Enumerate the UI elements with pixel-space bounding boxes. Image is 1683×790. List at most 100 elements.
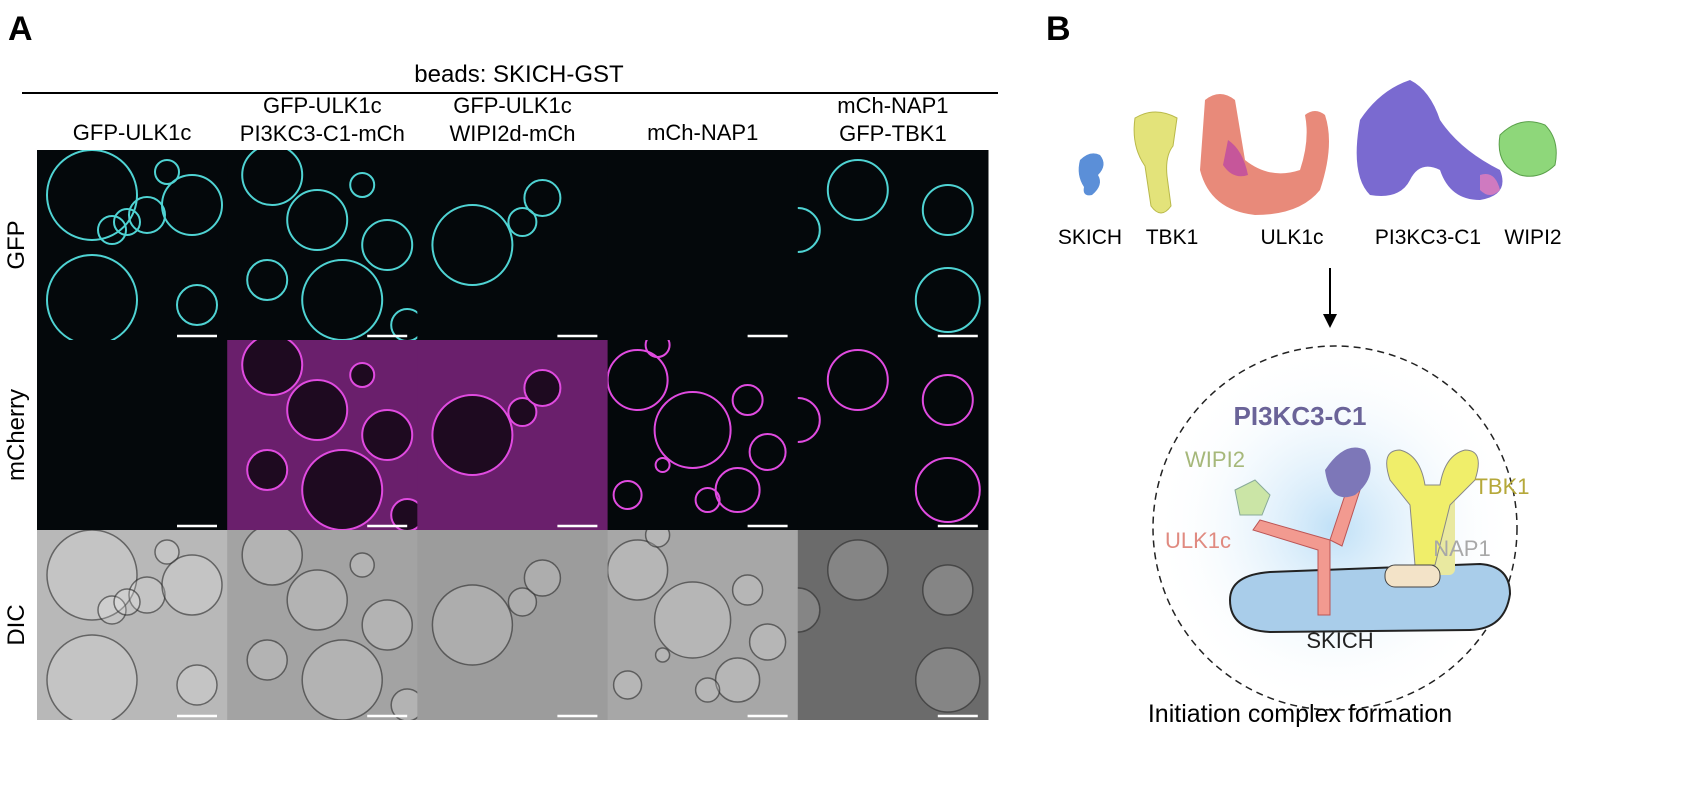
micrograph bbox=[37, 340, 228, 530]
bead bbox=[128, 576, 166, 614]
tile-bg bbox=[227, 150, 418, 340]
bead bbox=[361, 599, 413, 651]
micrograph bbox=[227, 530, 418, 720]
beads bbox=[241, 340, 418, 530]
bead bbox=[921, 184, 974, 236]
beads bbox=[431, 179, 562, 286]
pi3k bbox=[1325, 447, 1371, 498]
bead bbox=[113, 208, 141, 236]
bead bbox=[390, 498, 418, 530]
structures bbox=[1078, 80, 1557, 215]
bead bbox=[286, 189, 349, 251]
tile-bg bbox=[37, 150, 228, 340]
skich-label: SKICH bbox=[1306, 628, 1373, 653]
protein-label: SKICH bbox=[1058, 226, 1122, 249]
bead bbox=[301, 259, 384, 340]
beads bbox=[46, 530, 223, 720]
wipi2-structure bbox=[1498, 121, 1557, 177]
bead bbox=[154, 539, 180, 565]
bead bbox=[301, 449, 384, 530]
micrograph bbox=[417, 530, 609, 720]
beads bbox=[241, 150, 418, 340]
bead bbox=[694, 487, 721, 513]
tile-bg bbox=[797, 340, 989, 530]
micrograph bbox=[607, 340, 799, 530]
bead bbox=[246, 639, 288, 681]
micrograph bbox=[417, 340, 609, 530]
bead bbox=[361, 219, 414, 271]
bead bbox=[523, 179, 562, 217]
protein-label: PI3KC3-C1 bbox=[1375, 226, 1481, 249]
bead bbox=[246, 259, 289, 301]
bead bbox=[301, 639, 383, 720]
tile-bg bbox=[607, 530, 799, 720]
bead bbox=[731, 574, 764, 606]
bead bbox=[431, 204, 514, 286]
bead bbox=[607, 539, 669, 601]
column-header: mCh-NAP1 bbox=[837, 93, 948, 118]
nap1-base bbox=[1384, 564, 1441, 588]
bead bbox=[826, 349, 889, 411]
bead bbox=[922, 564, 974, 616]
micrograph bbox=[797, 150, 989, 340]
bead bbox=[241, 530, 303, 586]
tile-bg bbox=[227, 530, 418, 720]
protein-label: ULK1c bbox=[1260, 226, 1323, 249]
bead bbox=[915, 647, 981, 713]
tile-bg bbox=[37, 340, 228, 530]
micrograph bbox=[417, 150, 609, 340]
beads bbox=[46, 150, 223, 340]
bead bbox=[349, 552, 375, 578]
row-label: GFP bbox=[3, 220, 30, 269]
bead bbox=[46, 150, 138, 241]
tile-bg bbox=[797, 150, 989, 340]
beads bbox=[431, 369, 562, 476]
micrograph bbox=[37, 150, 228, 340]
bead bbox=[161, 174, 223, 236]
column-header: PI3KC3-C1-mCh bbox=[240, 121, 405, 146]
bead bbox=[826, 159, 889, 221]
bead bbox=[914, 267, 981, 333]
bead bbox=[161, 554, 223, 616]
bead bbox=[176, 284, 218, 326]
nap1-label: NAP1 bbox=[1433, 536, 1490, 561]
bead bbox=[46, 254, 138, 340]
wipi2 bbox=[1234, 479, 1271, 516]
column-header: GFP-ULK1c bbox=[73, 120, 192, 145]
bead bbox=[748, 433, 787, 471]
tbk1 bbox=[1386, 449, 1479, 566]
bead bbox=[731, 384, 764, 416]
micrograph bbox=[227, 150, 418, 340]
tile-bg bbox=[607, 150, 799, 340]
pi3k-structure-part bbox=[1480, 174, 1500, 195]
panel-label: A bbox=[8, 10, 33, 48]
bead bbox=[654, 647, 671, 663]
complex-cartoon bbox=[1228, 447, 1512, 634]
row-label: DIC bbox=[3, 604, 30, 645]
bead bbox=[921, 374, 974, 426]
wipi2-label: WIPI2 bbox=[1185, 447, 1245, 472]
bead bbox=[914, 457, 981, 523]
beads bbox=[241, 530, 418, 720]
bead bbox=[797, 587, 821, 633]
bead bbox=[128, 196, 166, 234]
protein-label: TBK1 bbox=[1146, 226, 1199, 249]
bead bbox=[797, 207, 821, 253]
bead bbox=[653, 391, 732, 469]
panel-title: beads: SKICH-GST bbox=[414, 61, 624, 88]
bead bbox=[241, 340, 304, 396]
tbk1-label: TBK1 bbox=[1474, 474, 1529, 499]
bead bbox=[113, 588, 141, 616]
bead bbox=[654, 457, 671, 473]
bead bbox=[797, 397, 821, 443]
bead bbox=[507, 587, 538, 617]
micrograph bbox=[797, 340, 989, 530]
beads bbox=[797, 159, 981, 333]
beads bbox=[797, 349, 981, 523]
beads bbox=[431, 559, 562, 666]
arrowhead bbox=[1323, 314, 1337, 328]
beads bbox=[797, 539, 981, 713]
bead bbox=[246, 449, 289, 491]
bead bbox=[644, 530, 671, 548]
bead bbox=[612, 480, 643, 510]
